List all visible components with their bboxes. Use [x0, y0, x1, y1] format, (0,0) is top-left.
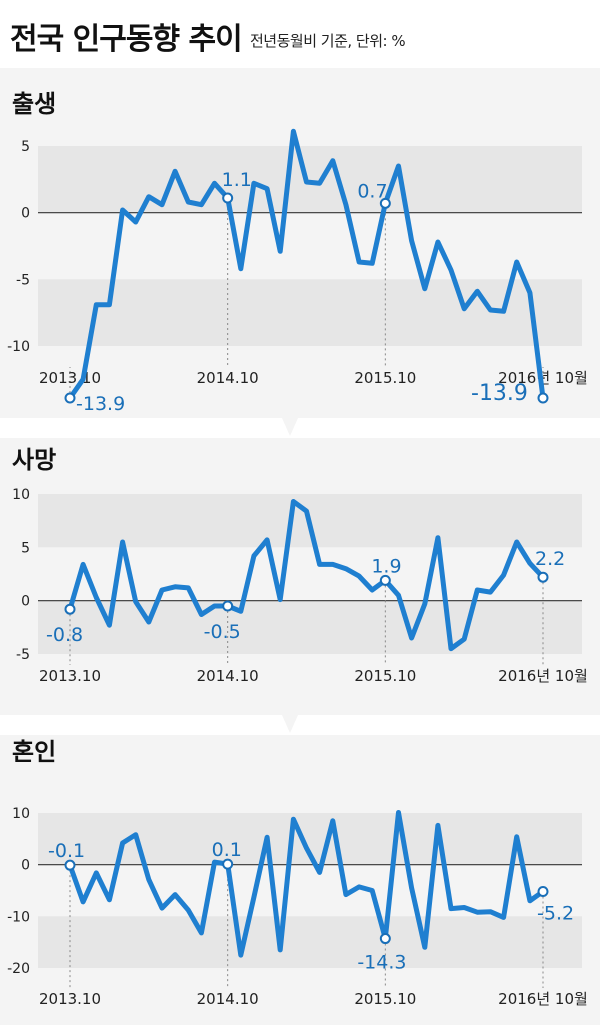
y-tick-label: 0 [21, 206, 30, 222]
data-label: 1.1 [222, 169, 252, 191]
x-tick-label: 2013.10 [39, 990, 101, 1008]
series-line [67, 128, 546, 401]
y-tick-label: -5 [16, 647, 30, 663]
x-tick-label: 2013.10 [39, 369, 101, 387]
y-tick-label: -5 [16, 272, 30, 288]
data-label: -14.3 [357, 952, 406, 974]
y-tick-label: -10 [7, 909, 30, 925]
x-tick-label: 2015.10 [354, 990, 416, 1008]
chart-panel-2: 사망 10 5 0 -5 2013.10 2014.10 2015.10 2016년 10월 -0… [0, 438, 600, 733]
series-line [67, 810, 546, 958]
data-label: -0.8 [46, 624, 83, 646]
annotation-marker [222, 192, 234, 204]
y-tick-label: -20 [7, 961, 30, 977]
annotation-marker [537, 886, 549, 898]
series-line [67, 499, 546, 652]
grid-band [38, 600, 582, 654]
x-tick-label: 2014.10 [197, 369, 259, 387]
data-label: 0.7 [357, 180, 387, 202]
y-tick-label: 5 [21, 540, 30, 556]
annotation-marker [222, 858, 234, 870]
x-tick-label: 2013.10 [39, 667, 101, 685]
chart-title: 출생 [12, 90, 56, 118]
data-label: 2.2 [535, 548, 565, 570]
section-notch [282, 418, 298, 436]
y-tick-label: 10 [12, 806, 30, 822]
annotation-marker [64, 603, 76, 615]
annotation-marker [537, 571, 549, 583]
data-label: 1.9 [371, 555, 401, 577]
chart-title: 혼인 [12, 738, 56, 766]
data-label: -13.9 [76, 393, 125, 415]
y-tick-label: 5 [21, 139, 30, 155]
annotation-marker [222, 600, 234, 612]
data-label: -0.1 [48, 840, 85, 862]
y-tick-label: 0 [21, 858, 30, 874]
y-tick-label: -10 [7, 339, 30, 355]
panel-background [0, 68, 600, 418]
chart-title: 사망 [12, 446, 56, 474]
data-label: -5.2 [537, 903, 574, 925]
x-tick-label: 2014.10 [197, 667, 259, 685]
x-tick-label: 2015.10 [354, 667, 416, 685]
x-tick-label: 2016년 10월 [498, 667, 588, 685]
data-label: 0.1 [212, 839, 242, 861]
y-tick-label: 0 [21, 594, 30, 610]
data-label: -0.5 [204, 621, 241, 643]
annotation-marker [379, 933, 391, 945]
chart-panel-3: 혼인 10 0 -10 -20 2013.10 2014.10 2015.10 2016년 10… [0, 735, 600, 1025]
section-notch [282, 715, 298, 733]
annotation-marker [537, 392, 549, 404]
y-tick-label: 10 [12, 487, 30, 503]
annotation-marker [64, 859, 76, 871]
x-tick-label: 2015.10 [354, 369, 416, 387]
header: 전국 인구동향 추이 전년동월비 기준, 단위: % [0, 0, 600, 68]
x-tick-label: 2016년 10월 [498, 990, 588, 1008]
annotation-marker [64, 392, 76, 404]
annotation-marker [379, 574, 391, 586]
annotation-marker [379, 197, 391, 209]
x-tick-label: 2014.10 [197, 990, 259, 1008]
data-label: -13.9 [471, 381, 528, 406]
page-subtitle: 전년동월비 기준, 단위: % [250, 32, 406, 50]
grid-band [38, 279, 582, 346]
grid-band [38, 916, 582, 968]
page-title: 전국 인구동향 추이 [10, 22, 243, 57]
grid-band [38, 146, 582, 213]
